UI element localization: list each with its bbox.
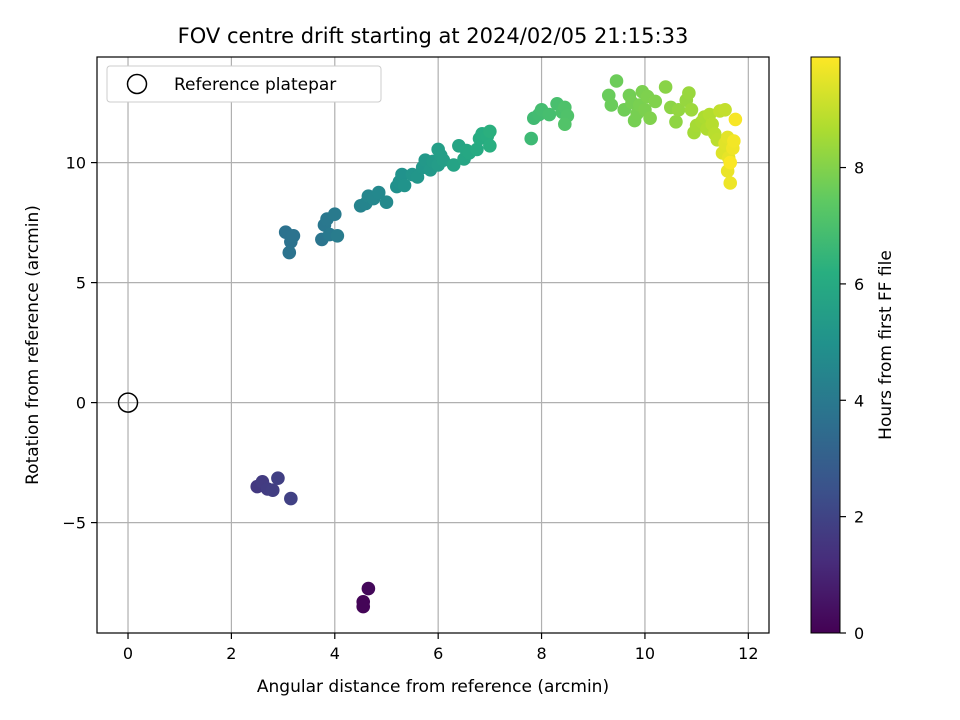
legend-box — [106, 65, 382, 103]
data-point — [723, 155, 738, 170]
data-point — [436, 153, 451, 167]
y-tick-label: −5 — [62, 514, 86, 533]
data-point — [286, 229, 301, 243]
data-point — [658, 80, 673, 94]
data-point — [524, 131, 539, 146]
colorbar-tick-label: 4 — [854, 391, 864, 410]
data-point — [682, 86, 696, 100]
colorbar-tick-label: 0 — [854, 624, 864, 643]
legend-entry-label: Reference platepar — [174, 75, 336, 95]
data-point — [330, 229, 345, 243]
data-point — [604, 98, 619, 112]
data-point — [728, 112, 743, 127]
colorbar-label: Hours from first FF file — [876, 250, 896, 440]
y-tick-label: 0 — [76, 394, 86, 413]
data-point — [271, 471, 285, 486]
data-point — [327, 207, 342, 221]
data-point — [609, 74, 624, 88]
plot-area-frame — [96, 56, 770, 634]
x-tick-label: 10 — [635, 644, 655, 663]
data-point — [648, 94, 663, 109]
reference-platepar-marker — [117, 392, 139, 413]
chart-title: FOV centre drift starting at 2024/02/05 … — [178, 24, 689, 48]
data-point — [431, 142, 445, 157]
grid-lines — [97, 57, 769, 633]
y-tick-label: 5 — [76, 274, 86, 293]
x-tick-label: 4 — [330, 644, 340, 663]
legend: Reference platepar — [106, 65, 382, 103]
colorbar-tick-label: 8 — [854, 159, 864, 178]
data-point — [671, 103, 686, 117]
x-tick-label: 0 — [123, 644, 133, 663]
x-tick-label: 2 — [226, 644, 236, 663]
data-point — [684, 103, 699, 117]
colorbar-gradient — [810, 56, 841, 634]
x-tick-label: 8 — [536, 644, 546, 663]
colorbar-tick-label: 2 — [854, 508, 864, 527]
data-point — [397, 178, 412, 193]
data-point — [265, 483, 280, 498]
y-axis-ticks: −5 0 5 10 — [62, 154, 97, 533]
data-point — [483, 124, 497, 139]
data-point — [643, 111, 657, 125]
data-points — [250, 74, 743, 614]
y-axis-label: Rotation from reference (arcmin) — [23, 205, 43, 485]
data-point — [470, 142, 484, 157]
legend-marker-icon — [126, 73, 148, 95]
data-point — [379, 195, 394, 209]
x-tick-label: 12 — [738, 644, 758, 663]
y-tick-label: 10 — [66, 154, 86, 173]
data-point — [669, 115, 683, 129]
data-point — [718, 103, 732, 117]
x-axis-label: Angular distance from reference (arcmin) — [257, 677, 609, 697]
data-point — [395, 167, 409, 182]
data-point — [446, 158, 461, 172]
data-point — [356, 599, 371, 614]
colorbar: 0 2 4 6 8 Hours from first FF file — [810, 56, 896, 643]
colorbar-tick-label: 6 — [854, 275, 864, 294]
data-point — [727, 134, 741, 148]
data-point — [542, 107, 557, 122]
colorbar-ticks: 0 2 4 6 8 — [840, 159, 864, 643]
data-point — [361, 581, 376, 596]
x-tick-label: 6 — [433, 644, 443, 663]
data-point — [483, 139, 497, 153]
data-point — [723, 176, 738, 190]
data-point — [282, 245, 297, 260]
data-point — [371, 185, 386, 200]
data-point — [558, 117, 572, 131]
data-point — [284, 491, 298, 506]
x-axis-ticks: 0 2 4 6 8 10 12 — [123, 633, 759, 663]
